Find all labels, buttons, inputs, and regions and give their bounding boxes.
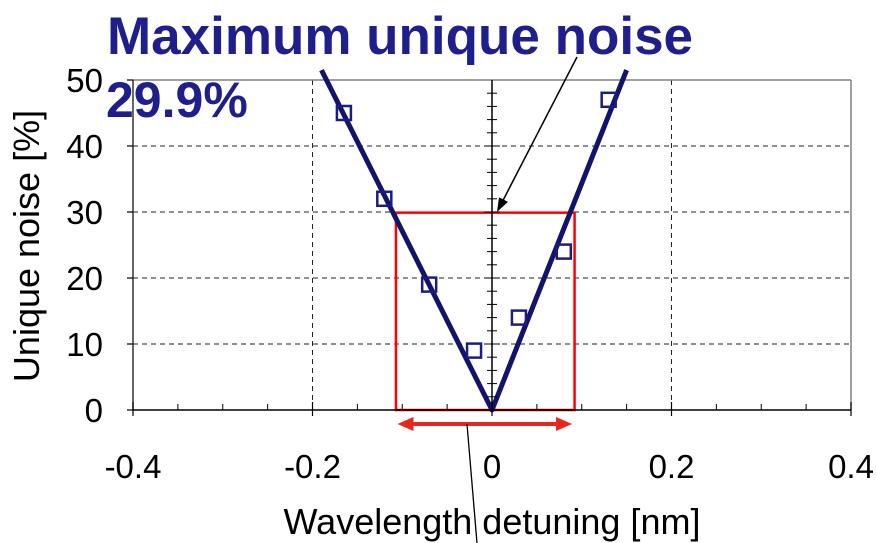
annotation-leader-line [502, 56, 578, 200]
y-tick-label: 20 [66, 260, 103, 297]
x-tick-label: 0.2 [649, 448, 695, 485]
xlabel-leader-line [466, 423, 478, 543]
y-tick-label: 10 [66, 326, 103, 363]
data-point [555, 243, 573, 260]
y-tick-label: 50 [66, 62, 103, 99]
tick-labels: -0.4 -0.2 0 0.2 0.4 0 10 20 30 40 50 [66, 62, 874, 485]
x-axis-label: Wavelength detuning [nm] [284, 501, 701, 542]
y-axis-label: Unique noise [%] [6, 110, 47, 382]
range-arrowhead-left [397, 417, 414, 431]
data-point [376, 190, 393, 208]
y-tick-label: 0 [85, 392, 103, 429]
axes [127, 79, 852, 416]
x-tick-label: 0.4 [828, 448, 874, 485]
x-tick-label: -0.2 [284, 448, 341, 485]
max-noise-value-label: 29.9% [106, 72, 248, 128]
range-arrow [397, 417, 573, 431]
y-tick-label: 40 [66, 128, 103, 165]
data-point [600, 91, 617, 109]
data-point [510, 309, 528, 326]
range-arrowhead-right [556, 417, 573, 431]
x-tick-label: 0 [483, 448, 501, 485]
y-tick-label: 30 [66, 194, 103, 231]
data-point [335, 104, 353, 122]
data-point [420, 276, 438, 293]
gridlines [133, 80, 851, 410]
x-tick-label: -0.4 [105, 448, 162, 485]
data-point [465, 342, 483, 359]
annotation-arrowhead [497, 197, 508, 212]
max-noise-annotation-label: Maximum unique noise [107, 7, 693, 66]
annotation-leader [497, 56, 578, 212]
